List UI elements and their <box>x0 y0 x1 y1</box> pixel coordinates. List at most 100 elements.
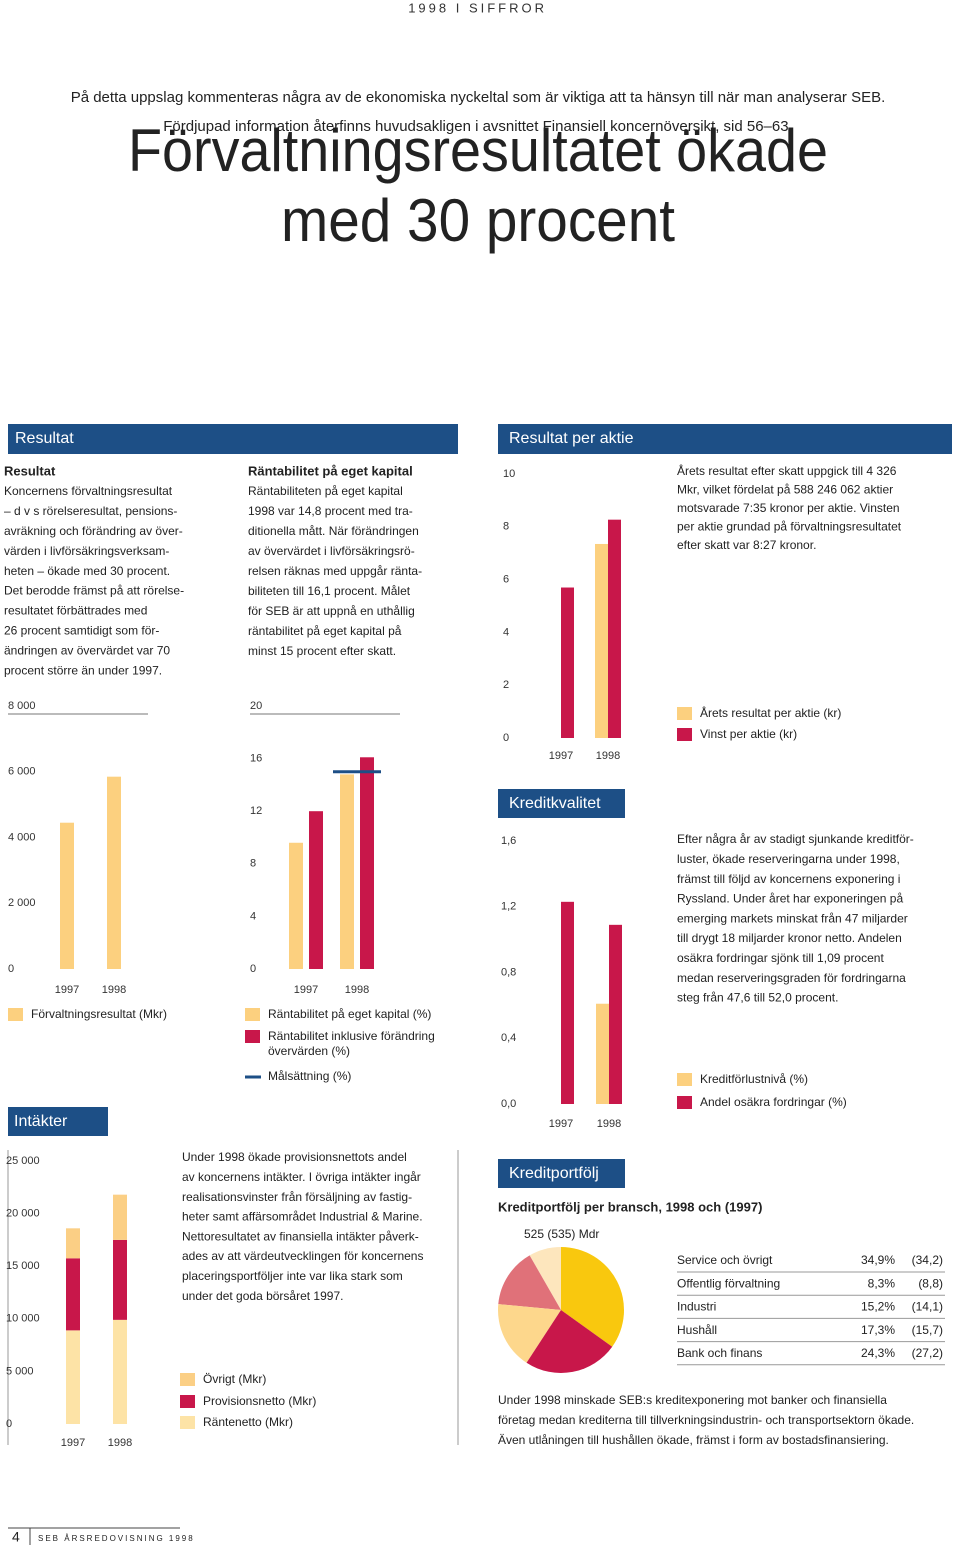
chart-title: Kreditportfölj per bransch, 1998 och (19… <box>498 1199 762 1214</box>
text-line: för SEB är att uppnå en uthållig <box>248 604 415 618</box>
y-tick-label: 10 <box>503 468 515 480</box>
panel-bar <box>498 1159 625 1188</box>
x-tick-label: 1998 <box>596 750 620 762</box>
text-line: företag medan krediterna till tillverkni… <box>498 1413 914 1427</box>
y-tick-label: 6 000 <box>8 766 36 778</box>
legend-label: Räntabilitet inklusive förändring övervä… <box>268 1029 435 1058</box>
legend-label: Provisionsnetto (Mkr) <box>203 1394 317 1408</box>
text-line: Under 1998 ökade provisionsnettots andel <box>182 1150 407 1164</box>
bar <box>60 822 74 969</box>
legend-swatch <box>245 1008 260 1021</box>
legend-label: Andel osäkra fordringar (%) <box>700 1095 847 1109</box>
legend-swatch <box>677 1096 692 1109</box>
x-tick-label: 1998 <box>102 984 126 996</box>
table-label: Bank och finans <box>677 1346 762 1360</box>
legend-label: Årets resultat per aktie (kr) <box>700 706 842 720</box>
x-tick-label: 1998 <box>108 1437 132 1449</box>
y-tick-label: 0 <box>6 1418 12 1430</box>
table-label: Service och övrigt <box>677 1253 773 1267</box>
bar <box>340 774 354 969</box>
y-tick-label: 8 <box>503 521 509 533</box>
text-line: ades av att värdeutvecklingen för koncer… <box>182 1249 423 1263</box>
legend-label: Målsättning (%) <box>268 1069 352 1083</box>
text-line: minst 15 procent efter skatt. <box>248 644 396 658</box>
text-line: heten – ökade med 30 procent. <box>4 564 170 578</box>
legend-swatch <box>245 1030 260 1043</box>
text-line: medan reserveringsgraden för fordringarn… <box>677 971 906 985</box>
text-line: heter samt affärsområdet Industrial & Ma… <box>182 1210 423 1224</box>
y-tick-label: 8 000 <box>8 700 36 712</box>
text-line: relsen räknas med uppgår ränta- <box>248 564 422 578</box>
text-line: procent större än under 1997. <box>4 663 162 677</box>
x-tick-label: 1997 <box>549 1118 573 1130</box>
text-line: räntabilitet på eget kapital på <box>248 624 402 638</box>
legend-label: Övrigt (Mkr) <box>203 1372 267 1386</box>
bar-segment <box>66 1258 80 1331</box>
y-tick-label: 20 000 <box>6 1208 40 1220</box>
text-line: osäkra fordringar sjönk till 1,09 procen… <box>677 951 884 965</box>
footer-text: SEB ÅRSREDOVISNING 1998 <box>38 1534 195 1543</box>
text-line: resultatet förbättrades med <box>4 604 147 618</box>
y-tick-label: 2 <box>503 679 509 691</box>
intro-line: På detta uppslag kommenteras några av de… <box>71 89 886 106</box>
bar <box>609 924 622 1104</box>
text-line: främst till följd av koncernens exponeri… <box>677 872 900 886</box>
table-value: 17,3% <box>861 1323 895 1337</box>
bar <box>107 776 121 969</box>
x-tick-label: 1997 <box>294 984 318 996</box>
text-line: till drygt 18 miljarder kronor netto. An… <box>677 931 902 945</box>
x-tick-label: 1997 <box>549 750 573 762</box>
legend-label: Vinst per aktie (kr) <box>700 727 798 741</box>
bar-segment <box>66 1330 80 1424</box>
bar <box>596 1003 609 1104</box>
title-line: Förvaltningsresultatet ökade <box>128 117 828 184</box>
text-line: 26 procent samtidigt som för- <box>4 623 159 637</box>
text-line: Efter några år av stadigt sjunkande kred… <box>677 832 914 846</box>
table-value: 24,3% <box>861 1346 895 1360</box>
legend-swatch <box>677 728 692 741</box>
text-line: efter skatt var 8:27 kronor. <box>677 538 816 552</box>
bar <box>561 901 574 1104</box>
y-tick-label: 0,4 <box>501 1032 516 1044</box>
text-line: Koncernens förvaltningsresultat <box>4 484 173 498</box>
y-tick-label: 15 000 <box>6 1260 40 1272</box>
table-label: Hushåll <box>677 1323 717 1337</box>
legend-swatch <box>677 707 692 720</box>
y-tick-label: 10 000 <box>6 1313 40 1325</box>
intro-line: Fördjupad information återfinns huvudsak… <box>163 118 793 135</box>
table-previous: (27,2) <box>912 1346 943 1360</box>
y-tick-label: 4 000 <box>8 831 36 843</box>
bar <box>595 543 608 738</box>
text-heading: Resultat <box>4 463 56 478</box>
panel-title: Kreditportfölj <box>509 1165 599 1182</box>
panel-title: Resultat <box>15 430 74 447</box>
y-tick-label: 0,8 <box>501 966 516 978</box>
text-line: avräkning och förändring av över- <box>4 524 183 538</box>
text-line: 1998 var 14,8 procent med tra- <box>248 504 413 518</box>
page-number: 4 <box>12 1529 20 1545</box>
text-line: per aktie grundad på förvaltningsresulta… <box>677 520 902 534</box>
panel-bar <box>8 424 458 454</box>
text-line: Ryssland. Under året har exponeringen på <box>677 892 903 906</box>
panel-title: Kreditkvalitet <box>509 795 601 812</box>
y-tick-label: 8 <box>250 858 256 870</box>
x-tick-label: 1997 <box>61 1437 85 1449</box>
text-line: värden i livförsäkringsverksam- <box>4 544 169 558</box>
y-tick-label: 2 000 <box>8 897 36 909</box>
text-line: Även utlåningen till hushållen ökade, fr… <box>498 1433 889 1447</box>
text-line: emerging markets minskat från 47 miljard… <box>677 911 908 925</box>
table-previous: (34,2) <box>912 1253 943 1267</box>
bar-segment <box>66 1228 80 1259</box>
y-tick-label: 0,0 <box>501 1098 516 1110</box>
text-line: Mkr, vilket fördelat på 588 246 062 akti… <box>677 483 893 497</box>
y-tick-label: 16 <box>250 753 262 765</box>
y-tick-label: 12 <box>250 805 262 817</box>
y-tick-label: 5 000 <box>6 1365 34 1377</box>
table-value: 34,9% <box>861 1253 895 1267</box>
text-line: – d v s rörelseresultat, pensions- <box>4 504 177 518</box>
panel-bar <box>8 1107 108 1136</box>
text-line: under det goda börsåret 1997. <box>182 1289 343 1303</box>
legend-label: Räntenetto (Mkr) <box>203 1415 294 1429</box>
